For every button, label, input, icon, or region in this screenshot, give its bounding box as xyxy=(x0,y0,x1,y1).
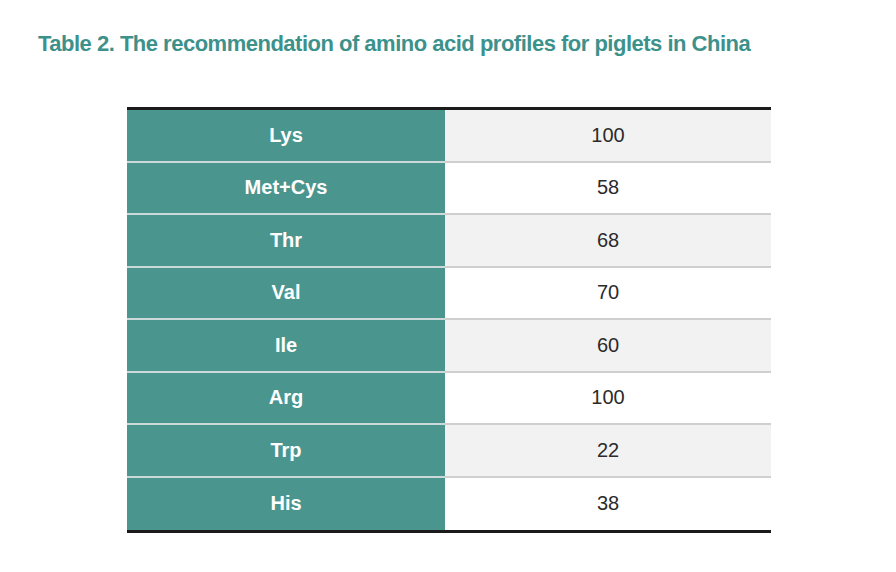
amino-acid-value-cell: 70 xyxy=(445,268,771,321)
table-row: Arg100 xyxy=(127,373,771,426)
amino-acid-value-cell: 38 xyxy=(445,478,771,531)
amino-acid-label-cell: Trp xyxy=(127,425,445,478)
table-row: Thr68 xyxy=(127,215,771,268)
amino-acid-value-cell: 68 xyxy=(445,215,771,268)
page: Table 2. The recommendation of amino aci… xyxy=(0,0,896,572)
amino-acid-table: Lys100Met+Cys58Thr68Val70Ile60Arg100Trp2… xyxy=(127,107,771,533)
table-row: His38 xyxy=(127,478,771,531)
table-row: Lys100 xyxy=(127,110,771,163)
amino-acid-value-cell: 100 xyxy=(445,110,771,163)
amino-acid-value-cell: 58 xyxy=(445,163,771,216)
amino-acid-label-cell: Thr xyxy=(127,215,445,268)
amino-acid-value-cell: 60 xyxy=(445,320,771,373)
amino-acid-value-cell: 22 xyxy=(445,425,771,478)
page-title: Table 2. The recommendation of amino aci… xyxy=(38,31,868,57)
amino-acid-label-cell: Val xyxy=(127,268,445,321)
amino-acid-label-cell: Met+Cys xyxy=(127,163,445,216)
table-row: Ile60 xyxy=(127,320,771,373)
amino-acid-label-cell: His xyxy=(127,478,445,531)
amino-acid-label-cell: Lys xyxy=(127,110,445,163)
amino-acid-label-cell: Ile xyxy=(127,320,445,373)
amino-acid-value-cell: 100 xyxy=(445,373,771,426)
table-row: Trp22 xyxy=(127,425,771,478)
table-row: Val70 xyxy=(127,268,771,321)
table-row: Met+Cys58 xyxy=(127,163,771,216)
amino-acid-label-cell: Arg xyxy=(127,373,445,426)
